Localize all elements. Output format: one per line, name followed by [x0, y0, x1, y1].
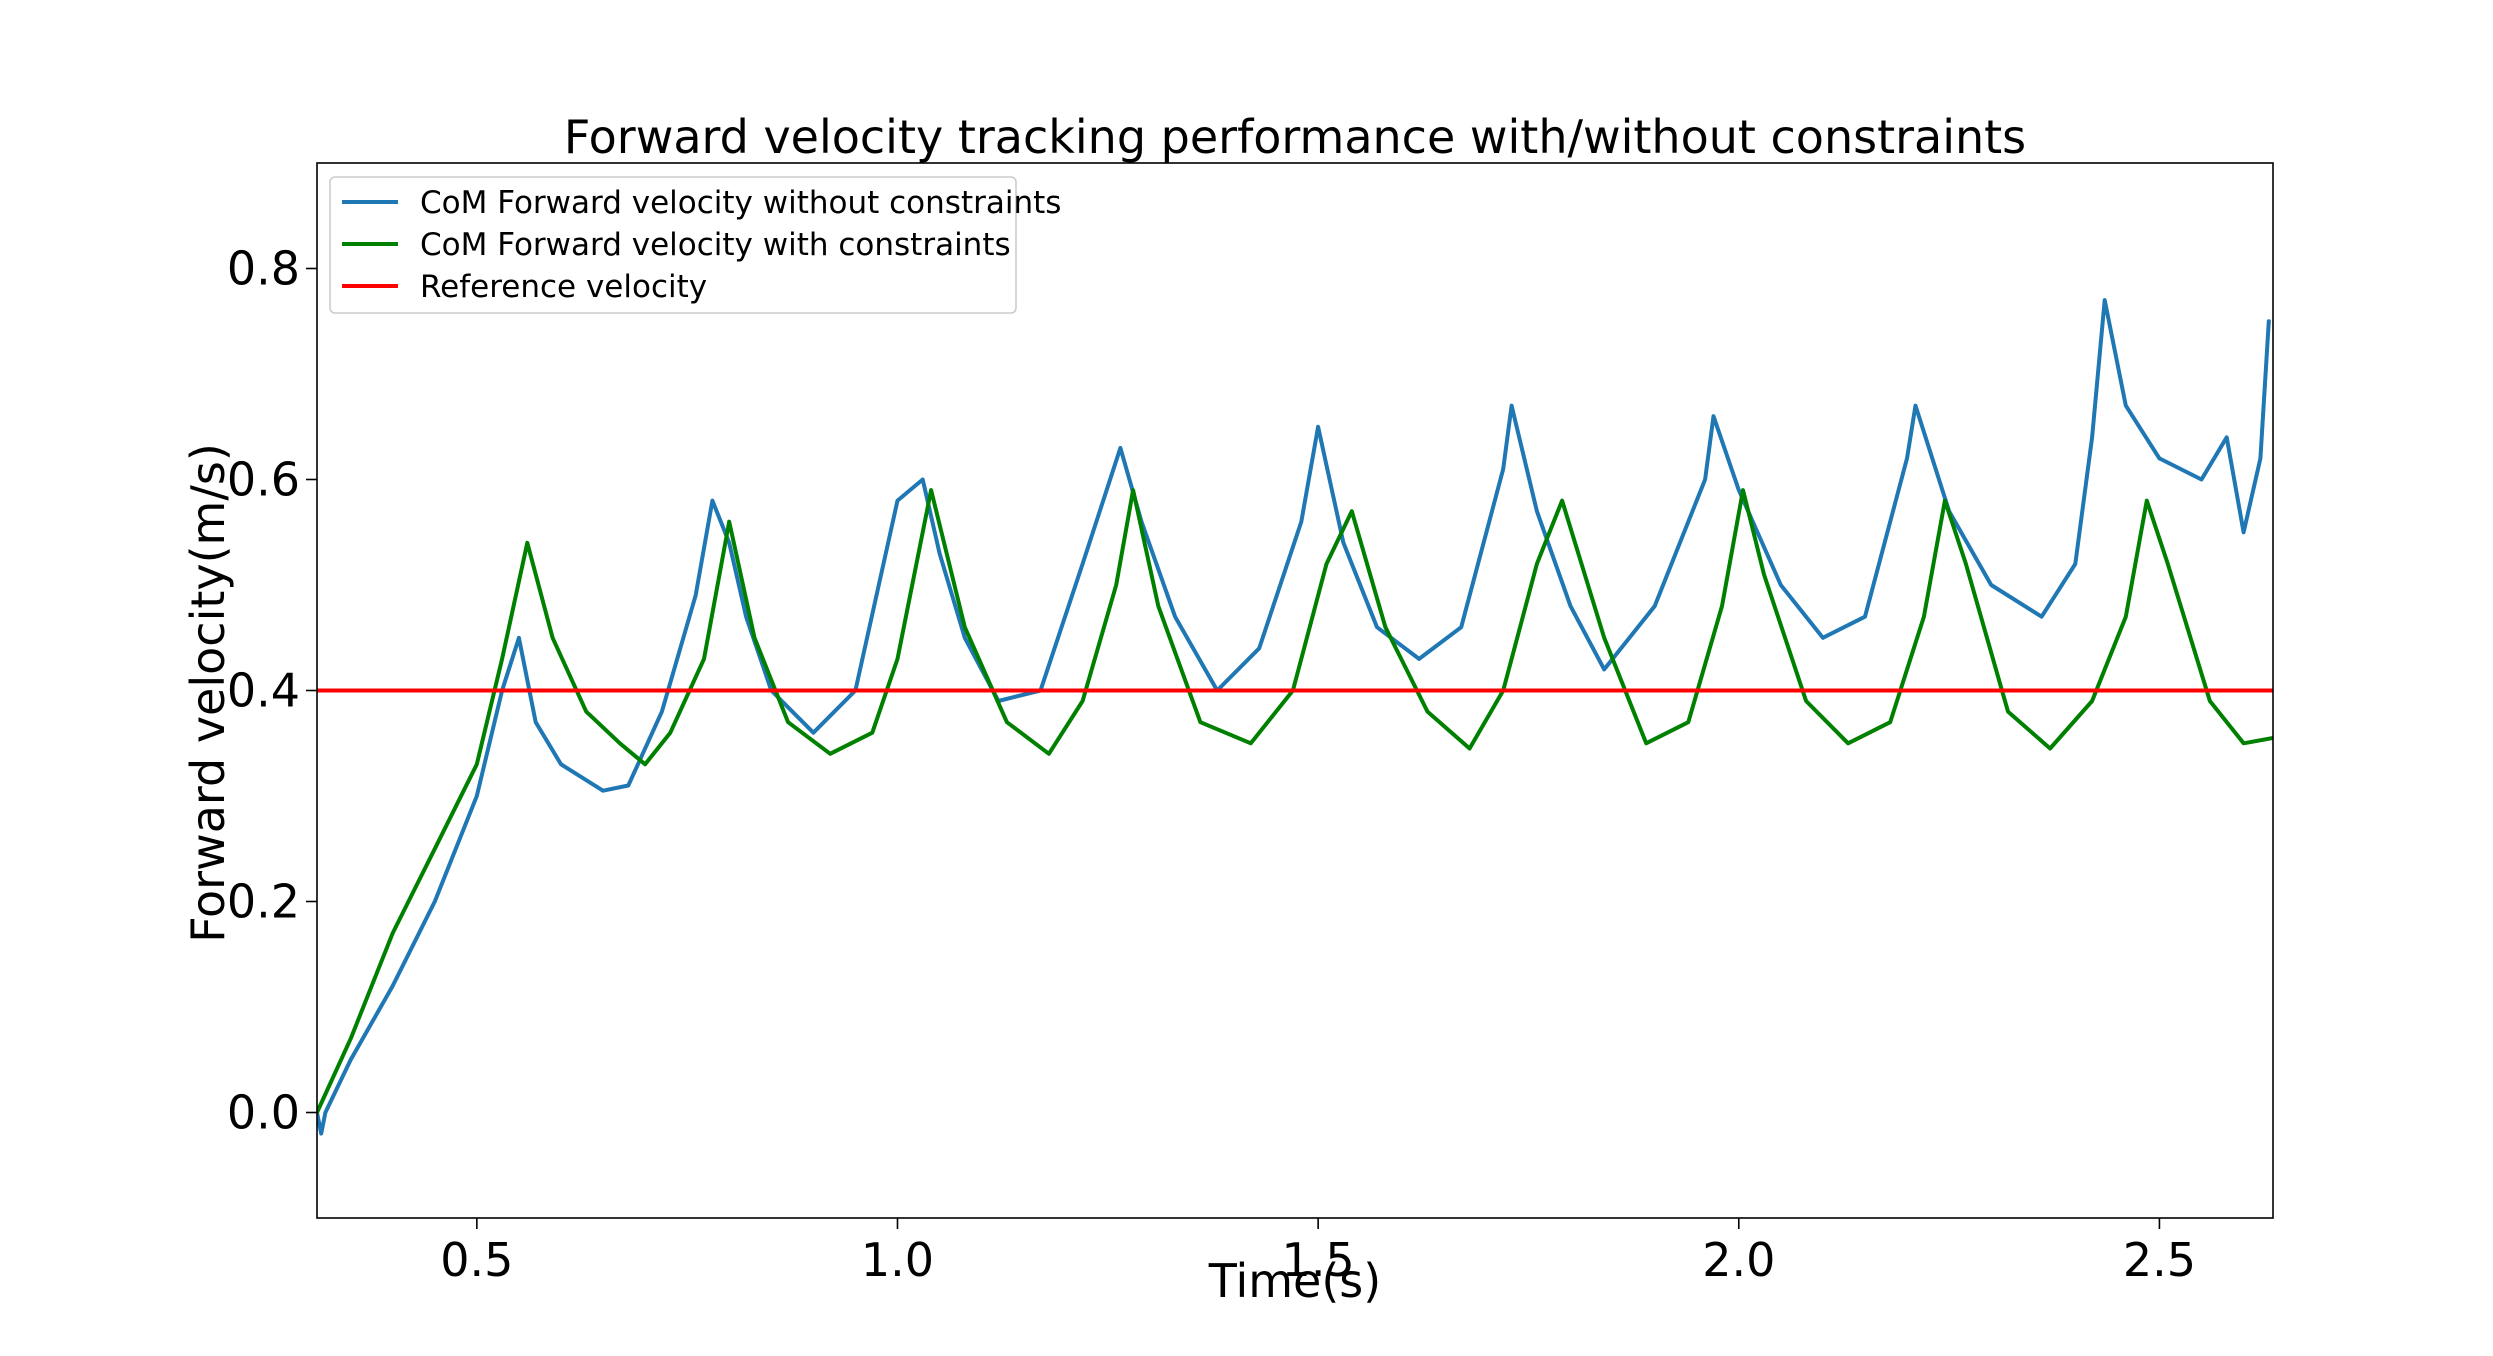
x-tick-label: 1.5	[1282, 1233, 1355, 1287]
legend-label-3: Reference velocity	[420, 269, 707, 305]
y-tick-label: 0.0	[227, 1086, 300, 1140]
y-tick-label: 0.4	[227, 664, 300, 718]
x-tick-label: 1.0	[861, 1233, 934, 1287]
legend-label-1: CoM Forward velocity without constraints	[420, 185, 1061, 221]
y-tick-label: 0.8	[227, 242, 300, 296]
series-line-1	[317, 298, 2271, 1136]
x-tick-label: 0.5	[440, 1233, 513, 1287]
axis-ticks: 0.5 1.0 1.5 2.0 2.5 0.0 0.2 0.4 0.6 0.8	[227, 242, 2196, 1288]
y-tick-label: 0.6	[227, 453, 300, 507]
y-tick-label: 0.2	[227, 875, 300, 929]
legend: CoM Forward velocity without constraints…	[329, 176, 1061, 314]
series-line-2	[317, 488, 2273, 1115]
legend-label-2: CoM Forward velocity with constraints	[420, 227, 1011, 263]
legend-box	[329, 176, 1017, 314]
x-tick-label: 2.5	[2123, 1233, 2196, 1287]
chart-title: Forward velocity tracking performance wi…	[564, 110, 2026, 164]
x-tick-label: 2.0	[1702, 1233, 1775, 1287]
y-axis-label: Forward velocity(m/s)	[181, 443, 235, 943]
x-axis-label: Time(s)	[1208, 1254, 1381, 1308]
plot-area	[316, 162, 2274, 1219]
